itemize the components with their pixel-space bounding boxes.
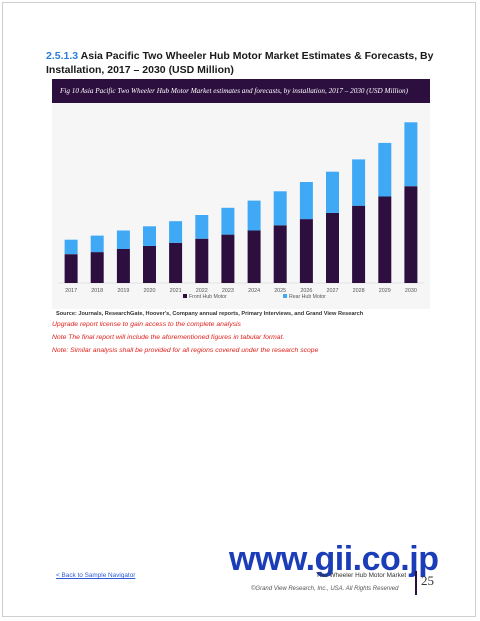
x-tick-label: 2029 xyxy=(379,288,391,294)
bar-rear-2018 xyxy=(90,235,104,253)
bar-front-2027 xyxy=(326,212,339,283)
x-tick-label: 2022 xyxy=(196,288,208,294)
section-title: Asia Pacific Two Wheeler Hub Motor Marke… xyxy=(46,50,434,76)
bar-front-2030 xyxy=(404,186,418,283)
bar-front-2023 xyxy=(221,234,235,283)
source-note: Source: Journals, ResearchGate, Hoover's… xyxy=(56,311,364,317)
footer-copyright: ©Grand View Research, Inc., USA. All Rig… xyxy=(251,586,399,592)
x-tick-label: 2025 xyxy=(274,288,286,294)
page-number: 25 xyxy=(421,573,434,588)
legend-front-hub-motor-label: Front Hub Motor xyxy=(189,294,227,300)
bar-front-2028 xyxy=(352,205,366,283)
footer-divider xyxy=(415,571,417,595)
bar-rear-2023 xyxy=(221,207,235,235)
bar-chart: 2017 2018 2019 2020 2021 2022 2023 2024 2025 2026… xyxy=(58,122,424,300)
figure-caption: Fig 10 Asia Pacific Two Wheeler Hub Moto… xyxy=(52,79,430,103)
legend-rear-hub-motor-swatch xyxy=(283,294,287,298)
bar-rear-2021 xyxy=(169,221,183,243)
chart-container: Fig 10 Asia Pacific Two Wheeler Hub Moto… xyxy=(52,79,430,309)
footer-report-title: Two Wheeler Hub Motor Market xyxy=(316,572,407,579)
bar-front-2026 xyxy=(299,219,313,283)
section-number: 2.5.1.3 xyxy=(46,50,79,62)
x-tick-label: 2030 xyxy=(405,288,417,294)
x-tick-label: 2023 xyxy=(222,288,234,294)
x-tick-label: 2021 xyxy=(170,288,182,294)
bar-front-2022 xyxy=(195,238,209,283)
bar-rear-2017 xyxy=(64,239,78,255)
bar-rear-2019 xyxy=(116,230,130,249)
bar-rear-2029 xyxy=(378,142,392,197)
tabular-note: Note The final report will include the a… xyxy=(52,334,285,341)
bar-front-2021 xyxy=(169,242,183,283)
bar-rear-2026 xyxy=(299,182,313,220)
bar-front-2025 xyxy=(273,225,287,283)
bar-rear-2030 xyxy=(404,122,418,187)
x-tick-label: 2020 xyxy=(144,288,156,294)
regions-note: Note: Similar analysis shall be provided… xyxy=(52,347,319,354)
watermark: www.gii.co.jp xyxy=(229,540,439,578)
legend-front-hub-motor-swatch xyxy=(183,294,187,298)
section-heading: 2.5.1.3 Asia Pacific Two Wheeler Hub Mot… xyxy=(46,49,446,77)
bar-front-2024 xyxy=(247,230,261,283)
bar-rear-2024 xyxy=(247,200,261,231)
x-tick-label: 2028 xyxy=(353,288,365,294)
bar-rear-2027 xyxy=(326,171,339,213)
bar-rear-2025 xyxy=(273,191,287,226)
x-tick-label: 2026 xyxy=(300,288,312,294)
back-to-navigator-link[interactable]: < Back to Sample Navigator xyxy=(56,572,136,579)
bar-rear-2028 xyxy=(352,159,366,206)
bar-front-2020 xyxy=(143,245,156,283)
x-tick-label: 2024 xyxy=(248,288,260,294)
bar-front-2017 xyxy=(64,254,78,283)
bar-rear-2020 xyxy=(143,226,156,246)
x-tick-label: 2027 xyxy=(327,288,339,294)
bar-front-2018 xyxy=(90,252,104,283)
bar-front-2029 xyxy=(378,196,392,283)
x-tick-label: 2018 xyxy=(91,288,103,294)
upgrade-note: Upgrade report license to gain access to… xyxy=(52,321,241,328)
page-border xyxy=(2,2,476,617)
legend-rear-hub-motor-label: Rear Hub Motor xyxy=(289,294,326,300)
x-tick-label: 2017 xyxy=(65,288,77,294)
bar-rear-2022 xyxy=(195,215,209,239)
x-tick-label: 2019 xyxy=(117,288,129,294)
bar-front-2019 xyxy=(116,249,130,283)
